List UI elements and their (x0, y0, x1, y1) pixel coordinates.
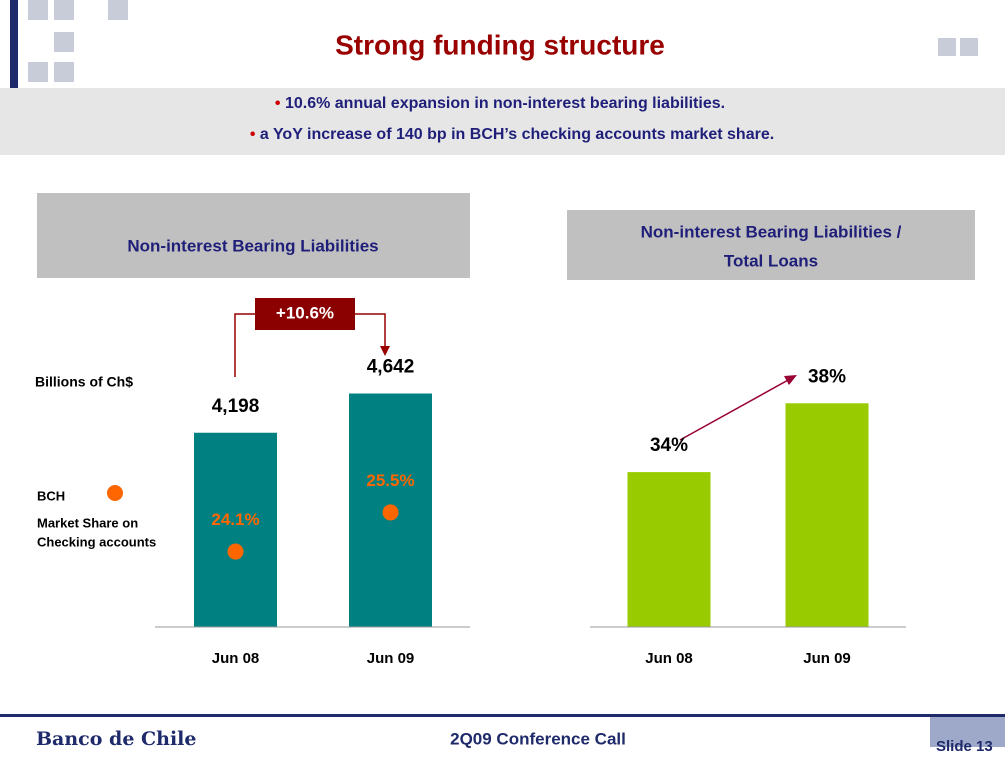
chart-title: Total Loans (724, 251, 818, 270)
data-label: 38% (808, 366, 846, 387)
legend-marker (107, 485, 123, 501)
arrow-head (784, 375, 797, 385)
unit-label: Billions of Ch$ (35, 374, 133, 390)
bullet: • a YoY increase of 140 bp in BCH’s chec… (250, 126, 774, 143)
slide-tab (930, 717, 1005, 747)
bullet: • 10.6% annual expansion in non-interest… (275, 95, 725, 112)
slide-title: Strong funding structure (335, 29, 665, 60)
data-label: 24.1% (211, 510, 259, 529)
deco-square (28, 0, 48, 20)
side-bar (10, 0, 18, 88)
footer-line (0, 714, 1005, 717)
deco-square (938, 38, 956, 56)
bar (627, 472, 711, 627)
arrow-head (380, 346, 390, 356)
bar (194, 432, 277, 627)
legend-label: BCH (37, 488, 65, 503)
chart-header-box (37, 193, 470, 278)
chart-title: Non-interest Bearing Liabilities / (641, 222, 902, 241)
deco-square (960, 38, 978, 56)
x-tick-label: Jun 09 (367, 650, 415, 667)
data-label: 4,198 (212, 396, 260, 417)
deco-square (54, 0, 74, 20)
deco-square (28, 62, 48, 82)
event-name: 2Q09 Conference Call (450, 729, 626, 748)
market-share-dot (227, 543, 244, 560)
x-tick-label: Jun 09 (803, 650, 851, 667)
growth-label: +10.6% (276, 303, 334, 322)
data-label: 4,642 (367, 357, 415, 378)
x-tick-label: Jun 08 (212, 650, 260, 667)
trend-arrow (679, 378, 791, 441)
bullet-text: 10.6% annual expansion in non-interest b… (285, 95, 725, 112)
legend-description: Market Share on (37, 515, 138, 530)
legend-description: Checking accounts (37, 534, 156, 549)
deco-square (54, 62, 74, 82)
chart-header-box (567, 210, 975, 280)
growth-box (255, 298, 355, 330)
deco-square (108, 0, 128, 20)
market-share-dot (382, 504, 399, 521)
bullet-text: a YoY increase of 140 bp in BCH’s checki… (260, 126, 774, 143)
deco-square (54, 32, 74, 52)
bar (785, 403, 869, 627)
data-label: 25.5% (366, 471, 414, 490)
chart-title: Non-interest Bearing Liabilities (127, 236, 378, 255)
x-tick-label: Jun 08 (645, 650, 693, 667)
bullet-band (0, 88, 1005, 155)
growth-connector (234, 313, 386, 377)
bank-name: Banco de Chile (36, 728, 197, 750)
slide-number: Slide 13 (936, 738, 993, 755)
data-label: 34% (650, 435, 688, 456)
